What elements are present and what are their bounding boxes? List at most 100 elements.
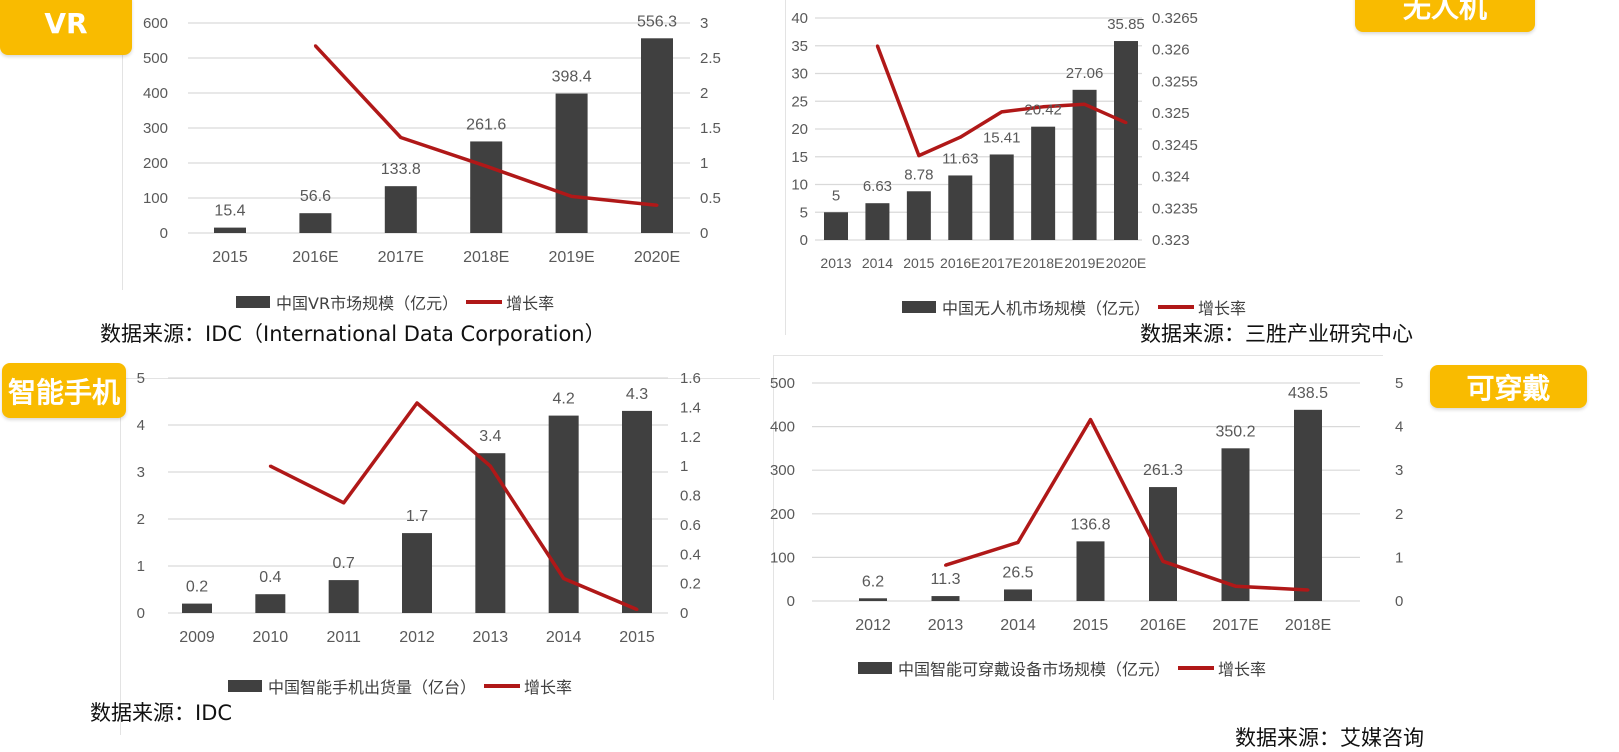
chart-1: 0 5 10 15 20 25 30 35 40 0.323 0.3235 0.324 0.3245 0.… <box>791 10 1198 271</box>
x-tick-label: 2017E <box>981 255 1021 271</box>
y-left-tick-label: 300 <box>143 120 168 137</box>
growth-rate-point <box>944 563 947 567</box>
bar <box>824 212 848 240</box>
y-right-tick-label: 1.5 <box>700 120 721 137</box>
bar <box>989 154 1014 240</box>
growth-rate-point <box>342 501 346 505</box>
bar-data-label: 27.06 <box>1066 65 1104 82</box>
y-right-tick-label: 3 <box>700 15 708 32</box>
legend-bar-label: 中国智能可穿戴设备市场规模（亿元） <box>898 660 1171 679</box>
legend-line-swatch <box>1178 666 1215 670</box>
x-tick-label: 2018E <box>1023 255 1063 271</box>
bar-data-label: 4.2 <box>553 391 575 408</box>
bar <box>1221 448 1250 601</box>
panel-border <box>785 0 786 335</box>
legend-line-label: 增长率 <box>524 678 573 697</box>
y-left-tick-label: 200 <box>143 155 168 172</box>
bar <box>1076 541 1105 601</box>
y-left-tick-label: 0 <box>787 593 795 610</box>
growth-rate-point <box>1161 559 1165 563</box>
legend-vr: 中国VR市场规模（亿元） 增长率 <box>236 290 554 314</box>
badge-drone: 无人机 <box>1355 0 1535 32</box>
y-left-tick-label: 20 <box>791 121 808 138</box>
x-tick-label: 2014 <box>1000 617 1036 634</box>
y-left-tick-label: 1 <box>137 558 145 575</box>
bar <box>948 175 973 240</box>
x-tick-label: 2017E <box>378 249 424 266</box>
y-left-tick-label: 400 <box>770 419 795 436</box>
y-right-tick-label: 0.326 <box>1152 42 1190 59</box>
y-left-tick-label: 40 <box>791 10 808 27</box>
growth-rate-point <box>268 464 272 468</box>
panel-border <box>773 355 1383 356</box>
y-right-tick-label: 1 <box>1395 549 1403 566</box>
y-left-tick-label: 300 <box>770 462 795 479</box>
x-tick-label: 2018E <box>463 249 509 266</box>
growth-rate-point <box>570 194 574 198</box>
y-right-tick-label: 0.3265 <box>1152 10 1198 27</box>
y-right-tick-label: 0 <box>680 605 688 622</box>
badge-wearable: 可穿戴 <box>1430 365 1587 408</box>
growth-rate-point <box>1000 110 1004 114</box>
y-left-tick-label: 0 <box>800 232 808 249</box>
bar-data-label: 11.63 <box>942 150 978 167</box>
x-tick-label: 2019E <box>548 249 594 266</box>
source-vr: 数据来源：IDC（International Data Corporation） <box>100 322 606 346</box>
growth-rate-point <box>917 154 921 158</box>
y-left-tick-label: 35 <box>791 38 808 55</box>
y-right-tick-label: 0.5 <box>700 190 721 207</box>
growth-rate-point <box>1089 418 1092 422</box>
bar-data-label: 3.4 <box>479 428 501 445</box>
source-drone: 数据来源：三胜产业研究中心 <box>1140 322 1413 346</box>
bar-data-label: 15.41 <box>983 129 1021 146</box>
legend-bar-swatch <box>228 680 262 692</box>
y-right-tick-label: 0.4 <box>680 546 701 563</box>
y-left-tick-label: 25 <box>791 93 808 110</box>
y-right-tick-label: 0.8 <box>680 488 701 505</box>
source-smartphone: 数据来源：IDC <box>90 701 233 725</box>
bar-data-label: 261.6 <box>466 116 506 133</box>
bar <box>214 227 246 233</box>
y-right-tick-label: 0.6 <box>680 517 701 534</box>
chart-3: 0 100 200 300 400 500 0 1 2 3 4 5 6.2 11.3 26.5 136.8 26… <box>770 375 1403 634</box>
bar <box>182 603 212 613</box>
y-left-tick-label: 0 <box>160 225 168 242</box>
bar <box>470 141 503 233</box>
y-right-tick-label: 0.2 <box>680 576 701 593</box>
x-tick-label: 2011 <box>326 629 361 646</box>
bar <box>328 580 359 613</box>
bar-data-label: 350.2 <box>1215 423 1255 440</box>
legend-bar-swatch <box>236 296 270 308</box>
growth-rate-point <box>399 136 403 140</box>
x-tick-label: 2015 <box>619 629 655 646</box>
y-right-tick-label: 1.2 <box>680 429 701 446</box>
legend-line-swatch <box>1158 305 1195 309</box>
x-tick-label: 2012 <box>399 629 435 646</box>
y-right-tick-label: 0 <box>1395 593 1403 610</box>
source-wearable: 数据来源：艾媒咨询 <box>1235 726 1424 750</box>
bar-data-label: 26.5 <box>1002 564 1033 581</box>
bar <box>1294 409 1322 601</box>
x-tick-label: 2018E <box>1285 617 1331 634</box>
bar-data-label: 133.8 <box>381 161 421 178</box>
x-tick-label: 2016E <box>1140 617 1186 634</box>
growth-rate-point <box>655 203 659 207</box>
y-left-tick-label: 5 <box>137 370 145 387</box>
bar-data-label: 0.2 <box>186 579 208 596</box>
bar-data-label: 136.8 <box>1070 516 1110 533</box>
legend-bar-swatch <box>858 662 892 674</box>
x-tick-label: 2014 <box>862 255 893 271</box>
y-right-tick-label: 2 <box>1395 506 1403 523</box>
panel-border <box>773 355 774 700</box>
growth-rate-point <box>488 464 492 468</box>
bar <box>384 186 417 233</box>
bar-data-label: 20.42 <box>1024 102 1062 119</box>
x-tick-label: 2015 <box>1073 617 1109 634</box>
y-right-tick-label: 0.3235 <box>1152 200 1198 217</box>
legend-line-label: 增长率 <box>1198 299 1247 318</box>
y-right-tick-label: 1 <box>700 155 708 172</box>
y-right-tick-label: 0.325 <box>1152 105 1190 122</box>
legend-bar-label: 中国无人机市场规模（亿元） <box>942 299 1151 318</box>
y-left-tick-label: 30 <box>791 66 808 83</box>
bar-data-label: 56.6 <box>300 188 331 205</box>
